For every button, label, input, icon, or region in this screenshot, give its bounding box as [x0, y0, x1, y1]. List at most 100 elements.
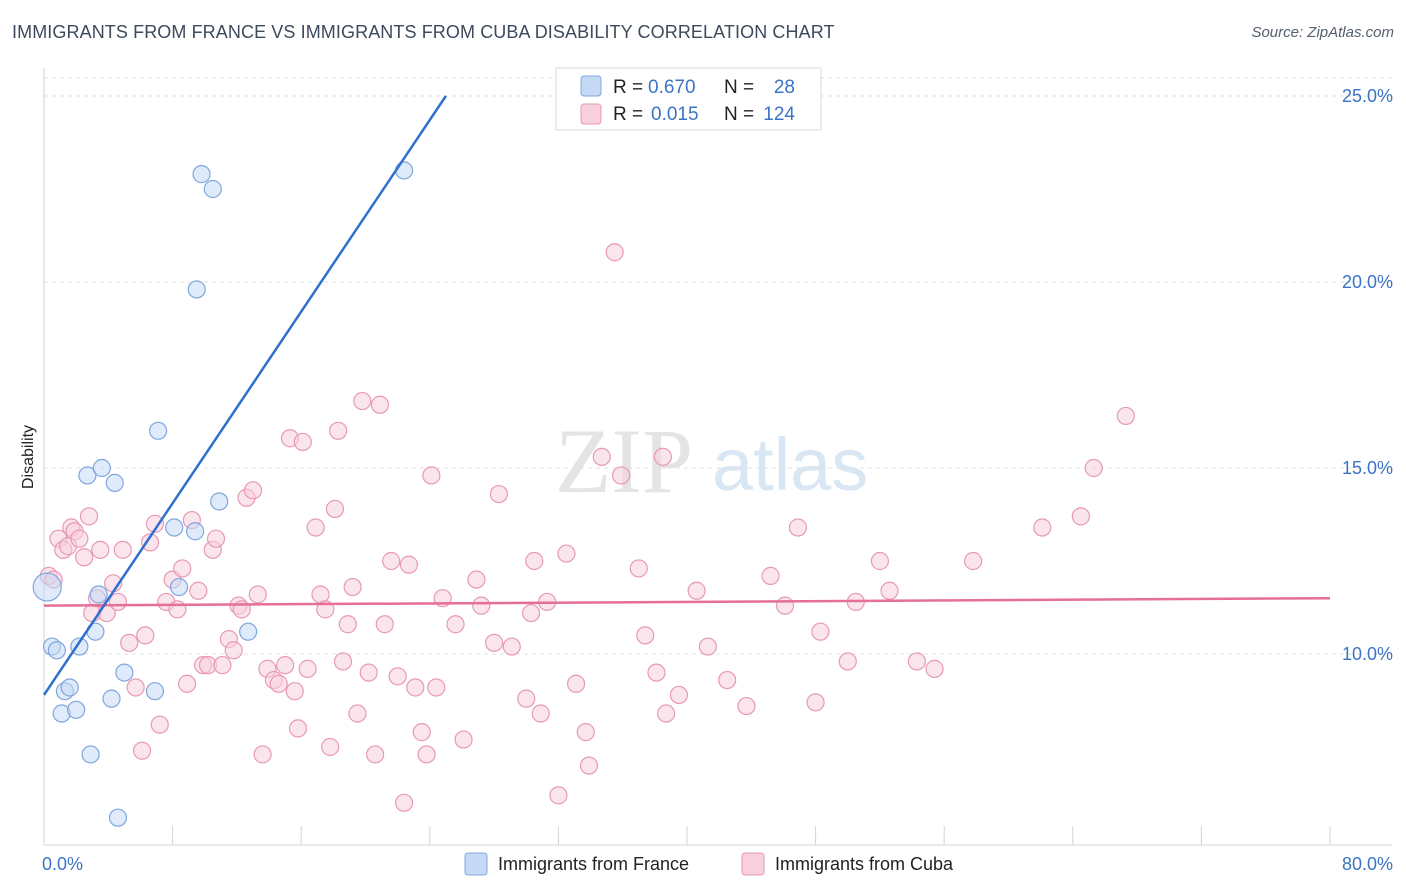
- cuba-point-110: [788, 518, 808, 537]
- y-tick-label-3: 25.0%: [1342, 86, 1393, 106]
- cuba-point-63: [353, 391, 372, 411]
- watermark-zip: ZIP: [555, 410, 693, 512]
- cuba-point-59: [333, 652, 353, 671]
- cuba-point-56: [321, 737, 340, 757]
- cuba-point-68: [382, 551, 401, 571]
- cuba-point-81: [472, 596, 491, 615]
- cuba-point-120: [1033, 518, 1052, 537]
- series-france-points: [32, 161, 414, 827]
- cuba-point-98: [629, 559, 648, 578]
- france-point-0: [32, 572, 62, 602]
- cuba-point-30: [189, 581, 208, 600]
- cuba-point-83: [489, 484, 509, 504]
- france-point-25: [210, 492, 229, 511]
- cuba-point-23: [150, 715, 169, 734]
- france-point-27: [394, 161, 414, 180]
- cuba-point-35: [213, 656, 232, 675]
- cuba-point-19: [132, 741, 152, 760]
- cuba-point-50: [288, 719, 308, 738]
- france-point-7: [70, 637, 89, 656]
- cuba-point-106: [718, 670, 737, 690]
- france-point-23: [192, 165, 211, 184]
- cuba-point-78: [446, 615, 465, 634]
- series-cuba-points: [39, 243, 1135, 812]
- x-tick-label-0: 0.0%: [42, 854, 83, 874]
- cuba-point-61: [343, 577, 362, 597]
- axes: [43, 68, 1392, 846]
- france-point-24: [203, 179, 222, 199]
- cuba-point-85: [517, 689, 536, 708]
- x-tick-labels: 0.0% 80.0%: [42, 854, 1393, 874]
- cuba-point-37: [224, 641, 243, 660]
- cuba-point-47: [276, 656, 295, 675]
- france-point-18: [149, 421, 168, 440]
- cuba-point-70: [394, 793, 414, 812]
- cuba-point-65: [366, 745, 385, 764]
- cuba-point-107: [737, 696, 756, 716]
- legend-swatch-cuba: [580, 103, 602, 125]
- bottom-legend-label-france: Immigrants from France: [498, 854, 689, 874]
- cuba-point-79: [454, 730, 473, 749]
- cuba-point-87: [525, 551, 544, 571]
- france-point-5: [60, 678, 79, 697]
- cuba-point-118: [925, 659, 944, 678]
- cuba-point-94: [579, 756, 599, 775]
- cuba-point-53: [306, 518, 325, 537]
- cuba-point-74: [417, 745, 436, 764]
- legend-stats: R = 0.670 N = 28 R = 0.015 N = 124: [555, 67, 822, 131]
- france-point-20: [169, 577, 189, 597]
- cuba-point-41: [243, 481, 263, 500]
- bottom-legend-swatch-france: [464, 852, 488, 876]
- cuba-point-46: [269, 674, 288, 693]
- france-point-14: [105, 473, 124, 492]
- cuba-point-90: [549, 786, 568, 805]
- cuba-point-43: [253, 745, 272, 764]
- cuba-point-26: [168, 600, 187, 619]
- legend-r-label-france: R =: [613, 77, 643, 98]
- cuba-point-97: [611, 466, 631, 485]
- france-point-11: [89, 585, 108, 604]
- cuba-point-21: [140, 533, 160, 552]
- cuba-point-112: [811, 622, 830, 641]
- cuba-point-113: [838, 652, 857, 671]
- cuba-point-57: [325, 499, 345, 519]
- france-point-6: [67, 700, 86, 719]
- cuba-point-99: [636, 626, 655, 645]
- france-point-9: [81, 745, 100, 764]
- cuba-point-66: [370, 395, 390, 414]
- cuba-point-71: [399, 555, 419, 574]
- cuba-point-111: [806, 693, 825, 712]
- legend-n-label-cuba: N =: [724, 104, 754, 125]
- france-point-12: [92, 458, 111, 478]
- cuba-point-119: [964, 551, 983, 571]
- cuba-point-17: [120, 633, 139, 652]
- legend-n-label-france: N =: [724, 77, 754, 98]
- cuba-point-42: [248, 585, 267, 604]
- cuba-point-95: [592, 447, 611, 466]
- cuba-point-123: [1116, 406, 1135, 426]
- cuba-point-34: [206, 529, 226, 548]
- france-point-19: [165, 518, 184, 537]
- y-axis-label: Disability: [20, 425, 37, 489]
- chart-title: IMMIGRANTS FROM FRANCE VS IMMIGRANTS FRO…: [12, 22, 835, 42]
- cuba-point-18: [126, 678, 145, 697]
- france-point-17: [145, 682, 165, 701]
- legend-r-value-cuba: 0.015: [651, 104, 699, 125]
- cuba-point-86: [521, 603, 541, 623]
- cuba-point-96: [605, 243, 624, 262]
- x-tick-label-1: 80.0%: [1342, 854, 1393, 874]
- cuba-point-88: [531, 704, 550, 723]
- cuba-point-58: [329, 421, 348, 440]
- cuba-point-91: [557, 544, 576, 563]
- cuba-point-52: [298, 659, 317, 678]
- cuba-point-84: [502, 637, 521, 656]
- cuba-point-27: [173, 559, 192, 578]
- france-point-8: [78, 466, 97, 485]
- cuba-point-60: [338, 615, 357, 634]
- cuba-point-100: [647, 663, 666, 682]
- cuba-point-104: [687, 581, 706, 600]
- cuba-point-108: [761, 566, 780, 585]
- watermark: ZIP atlas: [555, 410, 868, 512]
- cuba-point-22: [145, 514, 165, 533]
